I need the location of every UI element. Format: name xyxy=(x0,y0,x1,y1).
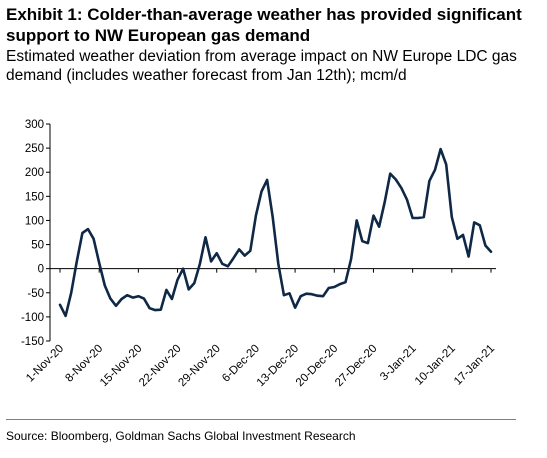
y-axis: -150 -100 -50 0 50 100 150 200 250 300 xyxy=(21,119,51,348)
x-tick-label: 1-Nov-20 xyxy=(24,343,66,385)
y-tick-label: 300 xyxy=(25,119,44,131)
source-note: Source: Bloomberg, Goldman Sachs Global … xyxy=(6,429,356,443)
line-chart: -150 -100 -50 0 50 100 150 200 250 300 1-Nov-208-… xyxy=(21,119,497,389)
y-tick-label: -100 xyxy=(21,312,44,324)
chart-subtitle: Estimated weather deviation from average… xyxy=(6,48,517,84)
y-tick-label: 200 xyxy=(25,167,44,179)
series-group xyxy=(58,147,493,318)
y-tick-label: 0 xyxy=(38,264,44,276)
y-tick-label: 50 xyxy=(31,240,44,252)
x-axis: 1-Nov-208-Nov-2015-Nov-2022-Nov-2029-Nov… xyxy=(24,268,497,389)
x-tick-label: 27-Dec-20 xyxy=(333,343,379,389)
y-tick-label: -50 xyxy=(27,288,44,300)
x-tick-label: 29-Nov-20 xyxy=(176,343,222,389)
series-line xyxy=(58,147,493,318)
y-tick-label: -150 xyxy=(21,336,44,348)
x-tick-label: 17-Jan-21 xyxy=(452,343,497,388)
y-tick-label: 100 xyxy=(25,215,44,227)
y-tick-label: 250 xyxy=(25,143,44,155)
footer-divider xyxy=(6,419,516,420)
chart-title: Exhibit 1: Colder-than-average weather h… xyxy=(6,5,522,45)
x-tick-label: 3-Jan-21 xyxy=(378,343,419,384)
y-tick-label: 150 xyxy=(25,191,44,203)
x-tick-label: 10-Jan-21 xyxy=(413,343,458,388)
